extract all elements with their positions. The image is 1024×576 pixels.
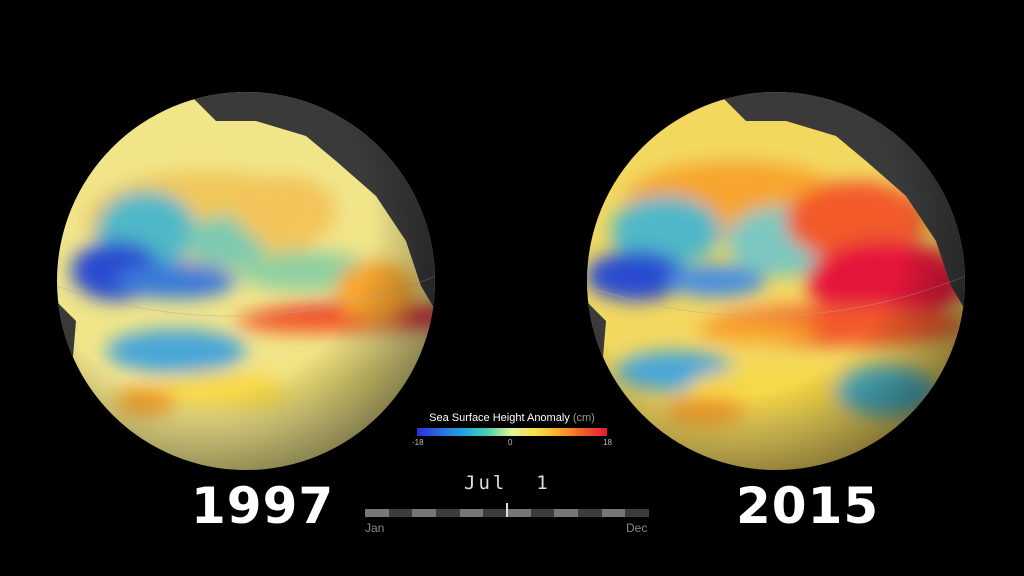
timeline-segment bbox=[601, 509, 626, 517]
timeline-segment bbox=[483, 509, 508, 517]
legend-title-text: Sea Surface Height Anomaly bbox=[429, 412, 570, 424]
timeline-start-label: Jan bbox=[365, 521, 385, 535]
timeline-segment bbox=[507, 509, 531, 517]
timeline-bar bbox=[365, 509, 650, 517]
legend-color-bar bbox=[417, 428, 607, 436]
date-label: Jul 1 bbox=[464, 472, 551, 494]
year-label-2015: 2015 bbox=[736, 477, 880, 535]
timeline-end-label: Dec bbox=[626, 521, 648, 535]
timeline-marker bbox=[506, 503, 508, 517]
timeline-segment bbox=[530, 509, 555, 517]
timeline-segment bbox=[578, 509, 602, 517]
year-label-1997: 1997 bbox=[191, 477, 335, 535]
legend-ticks: -18 0 18 bbox=[412, 436, 612, 450]
timeline-segment bbox=[554, 509, 579, 517]
globe-1997 bbox=[57, 92, 435, 470]
globe-2015 bbox=[587, 92, 965, 470]
legend-tick-mid: 0 bbox=[508, 438, 513, 447]
legend-tick-max: 18 bbox=[603, 438, 612, 447]
timeline-segment bbox=[436, 509, 460, 517]
timeline-segment bbox=[459, 509, 484, 517]
color-legend: Sea Surface Height Anomaly (cm) -18 0 18 bbox=[412, 412, 612, 450]
timeline-segment bbox=[412, 509, 437, 517]
timeline-segment bbox=[365, 509, 389, 517]
legend-tick-min: -18 bbox=[412, 438, 424, 447]
timeline-segment bbox=[625, 509, 650, 517]
timeline-segment bbox=[388, 509, 413, 517]
legend-title: Sea Surface Height Anomaly (cm) bbox=[412, 412, 612, 424]
legend-unit: (cm) bbox=[572, 412, 595, 424]
